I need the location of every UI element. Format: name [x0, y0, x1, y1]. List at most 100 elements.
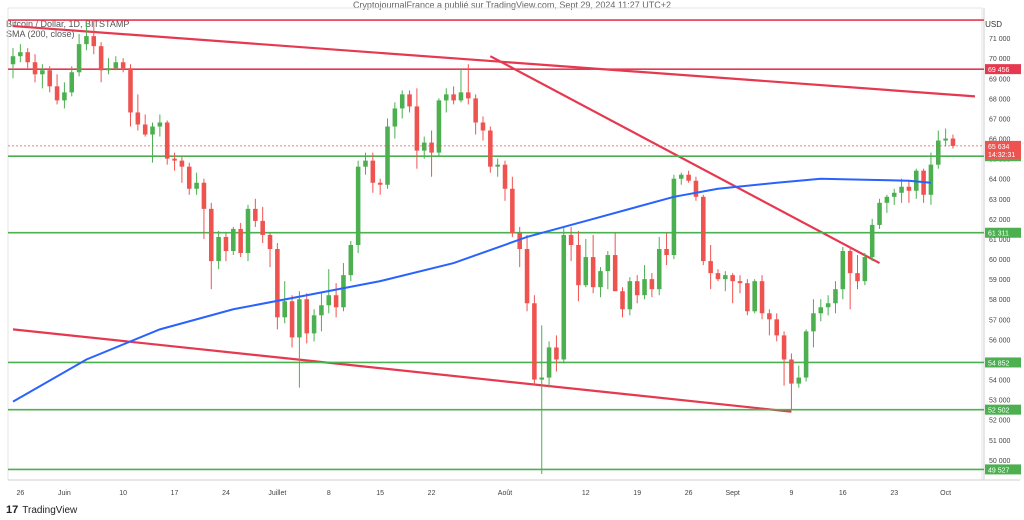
candle-body	[47, 70, 52, 87]
candle-body	[76, 44, 82, 73]
candle-body	[495, 164, 500, 167]
candle-body	[745, 283, 750, 312]
y-tick-label: 70 000	[989, 56, 1011, 63]
candle-body	[223, 236, 229, 252]
sma200-line	[12, 177, 932, 403]
candle-body	[451, 94, 456, 101]
candle-body	[275, 249, 280, 318]
y-tick-label: 66 000	[989, 137, 1011, 144]
tradingview-logo-icon: 17	[6, 504, 19, 516]
candle-body	[488, 130, 493, 167]
level-badge	[985, 64, 1021, 75]
candle-body	[774, 319, 780, 336]
candle-body	[355, 166, 361, 246]
candle-body	[561, 234, 567, 360]
candle-body	[891, 192, 897, 197]
tradingview-logo-text: TradingView	[22, 504, 78, 516]
candle-body	[260, 220, 265, 235]
candle-body	[737, 281, 743, 284]
candle-body	[135, 112, 141, 125]
candle-body	[458, 92, 464, 101]
candle-body	[370, 160, 376, 183]
x-tick-label: Oct	[940, 490, 951, 497]
candle-body	[605, 255, 611, 272]
candle-body	[32, 62, 38, 75]
y-tick-label: 67 000	[989, 116, 1011, 123]
candle-body	[208, 208, 214, 262]
candle-body	[803, 331, 809, 378]
y-tick-label: 62 000	[989, 217, 1011, 224]
candle-body	[701, 196, 706, 262]
x-tick-label: 19	[633, 490, 641, 497]
candle-body	[399, 94, 405, 109]
candle-body	[576, 245, 581, 286]
candle-body	[84, 36, 89, 45]
candle-body	[142, 124, 148, 135]
y-tick-label: 52 000	[989, 418, 1011, 425]
x-tick-label: Sept	[725, 490, 739, 497]
candle-body	[201, 182, 207, 209]
candle-body	[128, 68, 133, 113]
x-tick-label: Août	[498, 490, 512, 497]
candle-body	[811, 313, 816, 332]
y-tick-label: 58 000	[989, 297, 1011, 304]
candle-body	[767, 313, 772, 320]
candle-body	[429, 142, 434, 153]
candle-body	[642, 279, 647, 296]
candle-body	[179, 160, 185, 167]
x-tick-label: 24	[222, 490, 230, 497]
level-label: 54 852	[988, 360, 1010, 367]
candle-body	[25, 52, 30, 63]
candle-body	[678, 174, 684, 179]
candle-body	[862, 257, 868, 282]
candle-body	[282, 301, 287, 318]
x-tick-label: 12	[582, 490, 590, 497]
candle-body	[289, 301, 295, 338]
candle-body	[708, 261, 713, 274]
candle-body	[304, 299, 310, 334]
y-tick-label: 64 000	[989, 177, 1011, 184]
trendline	[489, 55, 881, 265]
sma-legend[interactable]: SMA (200, close)	[6, 29, 75, 39]
candle-body	[899, 186, 904, 193]
x-tick-label: 23	[890, 490, 898, 497]
candle-body	[847, 251, 853, 274]
candle-body	[583, 257, 589, 286]
last-price-value: 65 634	[988, 144, 1010, 151]
candle-body	[466, 92, 471, 99]
candle-body	[568, 234, 574, 246]
level-label: 69 456	[988, 67, 1010, 74]
candle-body	[216, 236, 221, 262]
level-badge	[985, 357, 1021, 368]
candle-body	[40, 70, 45, 75]
candle-body	[634, 281, 640, 296]
last-price-countdown: 14:32:31	[988, 152, 1015, 159]
x-tick-label: 26	[16, 490, 24, 497]
candle-body	[377, 182, 383, 185]
candle-body	[943, 138, 948, 141]
candle-body	[649, 279, 655, 290]
candle-body	[113, 62, 119, 69]
symbol-legend[interactable]: Bitcoin / Dollar, 1D, BITSTAMP	[6, 19, 130, 29]
level-badge	[985, 404, 1021, 415]
y-tick-label: 68 000	[989, 96, 1011, 103]
candle-body	[69, 72, 75, 93]
candle-body	[833, 289, 838, 304]
candle-body	[664, 249, 669, 256]
candle-body	[796, 377, 802, 384]
candle-body	[532, 303, 537, 380]
candle-body	[421, 142, 427, 151]
candle-body	[825, 303, 831, 308]
candle-body	[120, 62, 126, 69]
candle-body	[10, 56, 16, 65]
candle-body	[392, 108, 398, 127]
y-tick-label: 61 000	[989, 237, 1011, 244]
candle-body	[554, 347, 559, 360]
x-tick-label: 17	[171, 490, 179, 497]
y-tick-label: 56 000	[989, 337, 1011, 344]
candle-body	[612, 255, 618, 292]
candle-body	[759, 281, 765, 314]
candle-body	[818, 307, 824, 314]
trendline	[12, 328, 792, 413]
